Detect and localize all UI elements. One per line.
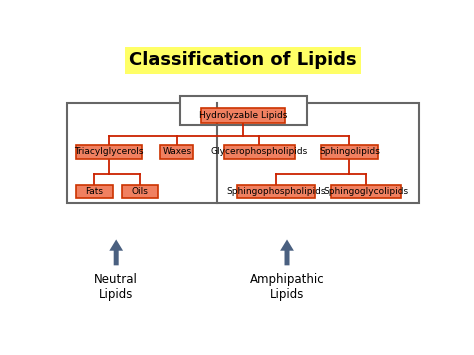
FancyBboxPatch shape <box>237 185 315 198</box>
Text: Fats: Fats <box>85 187 103 196</box>
Text: Classification of Lipids: Classification of Lipids <box>129 51 357 69</box>
Text: Amphipathic
Lipids: Amphipathic Lipids <box>250 273 324 301</box>
FancyBboxPatch shape <box>66 103 419 202</box>
Text: Glycerophospholipids: Glycerophospholipids <box>211 147 308 157</box>
Text: Neutral
Lipids: Neutral Lipids <box>94 273 138 301</box>
Text: Hydrolyzable Lipids: Hydrolyzable Lipids <box>199 110 287 120</box>
FancyBboxPatch shape <box>321 145 378 159</box>
Text: Sphingophospholipids: Sphingophospholipids <box>226 187 326 196</box>
FancyBboxPatch shape <box>331 185 401 198</box>
Text: Waxes: Waxes <box>162 147 191 157</box>
Text: Sphingolipids: Sphingolipids <box>319 147 380 157</box>
FancyBboxPatch shape <box>76 145 142 159</box>
FancyBboxPatch shape <box>160 145 193 159</box>
Text: Oils: Oils <box>132 187 148 196</box>
FancyBboxPatch shape <box>122 185 158 198</box>
FancyBboxPatch shape <box>224 145 295 159</box>
Text: Triacylglycerols: Triacylglycerols <box>74 147 144 157</box>
FancyBboxPatch shape <box>181 96 307 125</box>
Text: Sphingoglycolipids: Sphingoglycolipids <box>323 187 409 196</box>
FancyBboxPatch shape <box>201 108 285 122</box>
FancyBboxPatch shape <box>76 185 112 198</box>
